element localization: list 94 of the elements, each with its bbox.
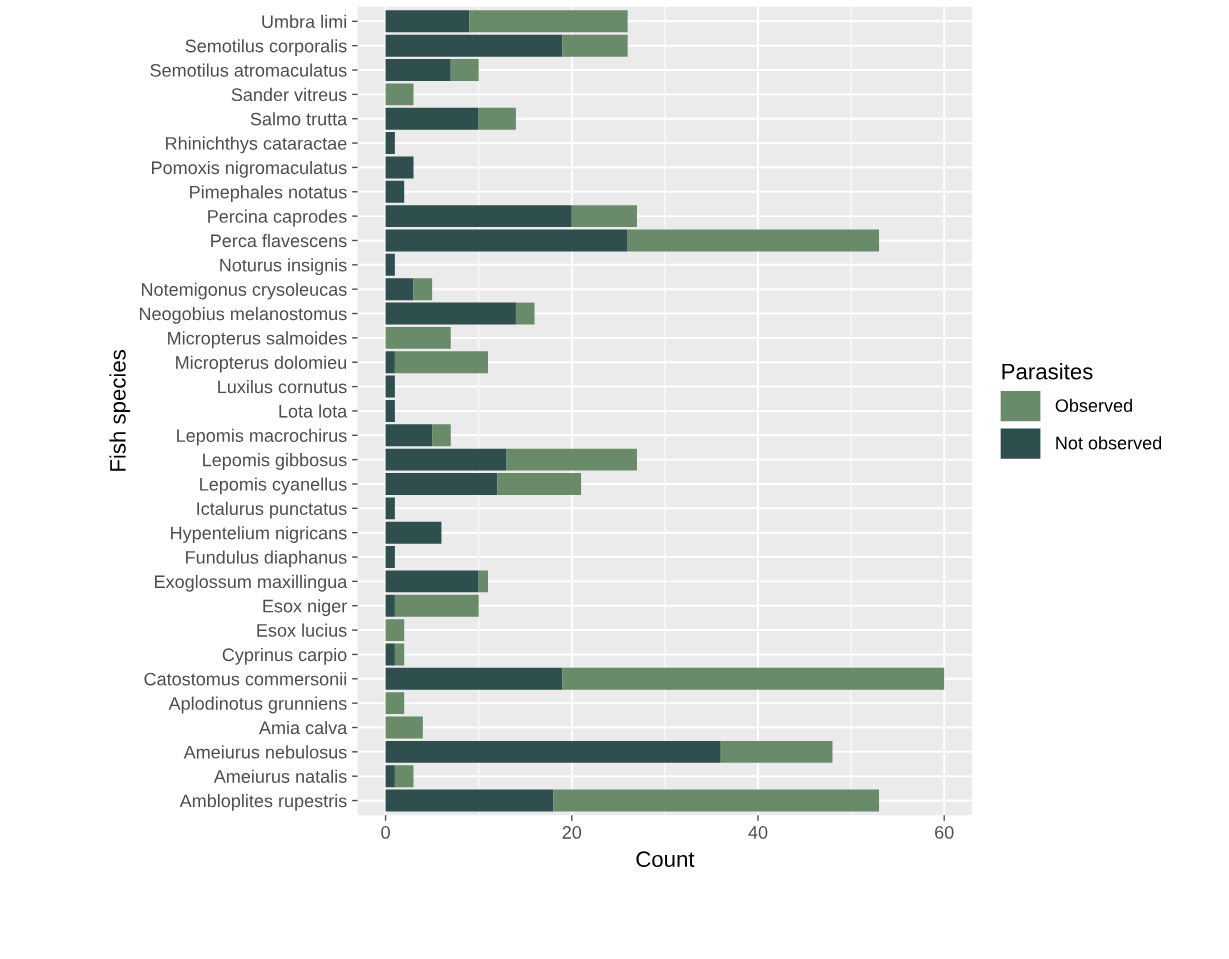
bar bbox=[385, 156, 414, 179]
y-tick-label: Pimephales notatus bbox=[190, 185, 347, 203]
y-tick-label: Hypentelium nigricans bbox=[171, 526, 347, 543]
legend-title: Parasites bbox=[1002, 363, 1093, 380]
bar bbox=[385, 546, 395, 568]
bar bbox=[385, 667, 563, 690]
y-tick-label: Luxilus cornutus bbox=[218, 380, 347, 394]
bar bbox=[506, 448, 637, 471]
bar bbox=[385, 619, 405, 642]
y-tick-label: Micropterus salmoides bbox=[168, 331, 347, 349]
y-tick-label: Catostomus commersonii bbox=[144, 672, 347, 686]
bar bbox=[385, 740, 721, 763]
x-tick-label: 40 bbox=[748, 826, 768, 839]
y-tick-label: Lepomis gibbosus bbox=[203, 453, 347, 470]
y-tick-label: Salmo trutta bbox=[250, 112, 348, 126]
x-tick-label: 0 bbox=[381, 826, 390, 839]
bar bbox=[515, 302, 535, 325]
y-tick-label: Aplodinotus grunniens bbox=[168, 696, 347, 714]
y-tick-label: Umbra limi bbox=[262, 14, 347, 29]
bar bbox=[469, 10, 628, 33]
y-tick-label: Ameiurus nebulosus bbox=[183, 745, 347, 759]
y-tick-label: Perca flavescens bbox=[211, 233, 347, 248]
bar bbox=[562, 34, 628, 57]
y-tick-label: Cyprinus carpio bbox=[222, 647, 347, 665]
bar bbox=[385, 302, 516, 325]
bar bbox=[385, 643, 395, 666]
bar bbox=[385, 473, 498, 495]
y-tick-label: Percina caprodes bbox=[208, 209, 347, 227]
bar bbox=[385, 497, 395, 520]
bar bbox=[627, 229, 880, 252]
legend-label: Not observed bbox=[1056, 436, 1162, 450]
bar bbox=[394, 643, 405, 666]
y-tick-label: Ambloplites rupestris bbox=[179, 794, 347, 811]
y-tick-label: Semotilus atromaculatus bbox=[150, 63, 347, 77]
y-tick-label: Neogobius melanostomus bbox=[139, 306, 347, 324]
y-tick-label: Esox lucius bbox=[257, 623, 347, 637]
bar bbox=[385, 570, 479, 593]
y-tick-label: Noturus insignis bbox=[220, 258, 347, 276]
bar bbox=[432, 424, 451, 447]
x-axis-title: Count bbox=[636, 851, 695, 868]
bar bbox=[385, 205, 572, 228]
bar bbox=[394, 765, 414, 788]
bar bbox=[497, 473, 582, 495]
bar bbox=[385, 448, 507, 471]
bar bbox=[478, 107, 516, 130]
bar bbox=[385, 765, 395, 788]
y-tick-label: Fundulus diaphanus bbox=[186, 550, 347, 568]
y-tick-label: Lepomis macrochirus bbox=[177, 428, 347, 446]
bar bbox=[385, 229, 628, 252]
y-tick-label: Sander vitreus bbox=[231, 87, 347, 102]
bar bbox=[385, 399, 395, 422]
bar bbox=[385, 351, 395, 374]
bar bbox=[385, 375, 395, 398]
bar bbox=[385, 424, 433, 447]
bar bbox=[385, 521, 442, 544]
bar bbox=[394, 351, 488, 374]
y-tick-label: Notemigonus crysoleucas bbox=[141, 282, 347, 300]
y-tick-label: Lepomis cyanellus bbox=[200, 477, 347, 495]
y-tick-label: Semotilus corporalis bbox=[185, 39, 347, 56]
bar bbox=[385, 716, 423, 739]
y-axis-title: Fish species bbox=[109, 349, 131, 471]
y-tick-label: Ameiurus natalis bbox=[213, 769, 347, 783]
bar bbox=[385, 180, 405, 203]
bar bbox=[385, 253, 395, 276]
bar bbox=[553, 789, 880, 812]
y-tick-label: Rhinichthys cataractae bbox=[166, 136, 347, 154]
y-tick-label: Exoglossum maxillingua bbox=[155, 574, 348, 592]
bar bbox=[385, 594, 395, 617]
legend-label: Observed bbox=[1055, 398, 1132, 412]
bar bbox=[394, 594, 479, 617]
y-tick-label: Lota lota bbox=[279, 404, 348, 418]
bar bbox=[450, 59, 479, 81]
y-tick-label: Ictalurus punctatus bbox=[197, 501, 347, 519]
y-tick-label: Amia calva bbox=[258, 720, 348, 735]
bar bbox=[562, 667, 945, 690]
bar bbox=[385, 107, 479, 130]
bar bbox=[385, 10, 470, 33]
bar bbox=[385, 692, 405, 715]
bar bbox=[385, 132, 395, 155]
bar bbox=[385, 83, 414, 106]
bar bbox=[478, 570, 488, 593]
x-tick-label: 20 bbox=[562, 826, 582, 839]
y-tick-label: Esox niger bbox=[263, 599, 347, 617]
bar bbox=[385, 59, 451, 81]
bar bbox=[385, 789, 554, 812]
bar bbox=[571, 205, 637, 228]
y-tick-label: Micropterus dolomieu bbox=[176, 355, 347, 373]
x-tick-label: 60 bbox=[935, 826, 954, 839]
y-tick-label: Pomoxis nigromaculatus bbox=[152, 160, 347, 178]
bar bbox=[385, 278, 414, 301]
bar bbox=[720, 740, 833, 763]
bar bbox=[385, 326, 451, 349]
bar bbox=[385, 34, 563, 57]
bar bbox=[413, 278, 433, 301]
